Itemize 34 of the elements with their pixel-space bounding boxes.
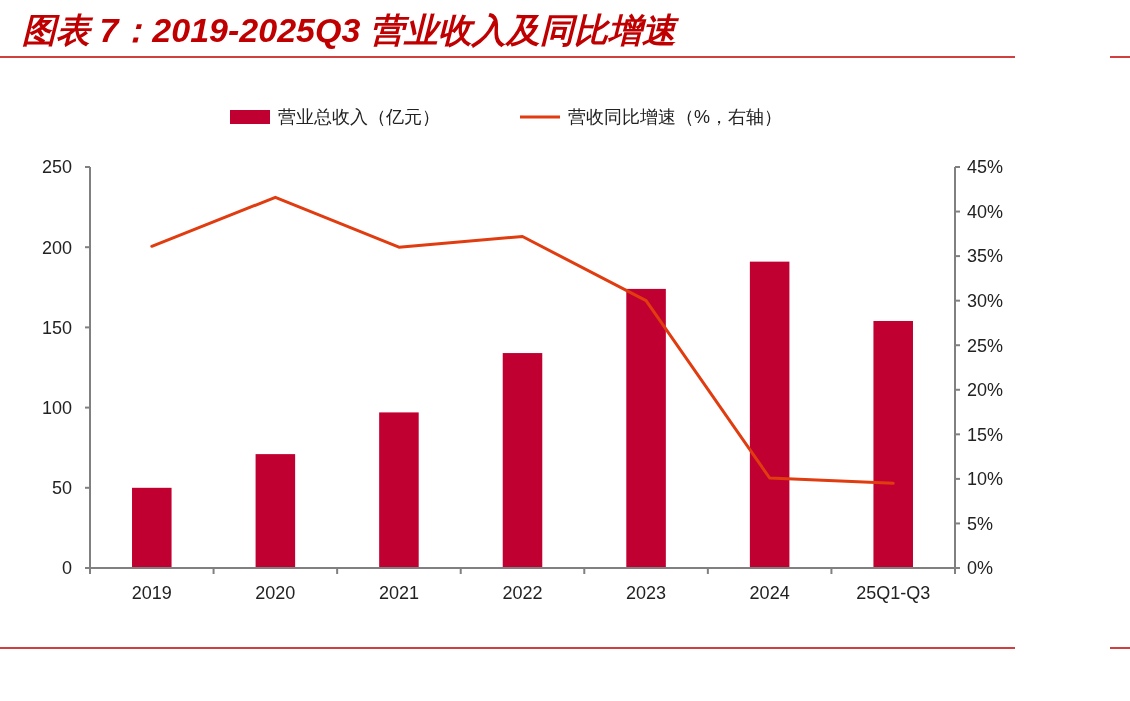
- y2-tick-label: 25%: [967, 335, 1004, 356]
- y-tick-label: 100: [41, 397, 72, 418]
- y2-tick-label: 0%: [967, 558, 994, 579]
- legend-label: 营业总收入（亿元）: [278, 107, 440, 128]
- x-tick-label: 2024: [749, 583, 790, 603]
- y2-tick-label: 15%: [967, 424, 1004, 445]
- y-tick-label: 200: [41, 237, 72, 258]
- x-tick-label: 2020: [255, 583, 296, 603]
- x-tick-label: 25Q1-Q3: [856, 583, 931, 603]
- y2-tick-label: 30%: [967, 290, 1004, 311]
- bar: [873, 320, 913, 568]
- bar: [626, 288, 666, 568]
- y-tick-label: 50: [51, 478, 72, 499]
- x-tick-label: 2021: [378, 583, 419, 603]
- y2-tick-label: 5%: [967, 513, 994, 534]
- y-tick-label: 250: [41, 157, 72, 178]
- y2-tick-label: 10%: [967, 469, 1004, 490]
- y2-tick-label: 20%: [967, 380, 1004, 401]
- y-tick-label: 0: [61, 558, 72, 579]
- y2-tick-label: 35%: [967, 246, 1004, 267]
- x-tick-label: 2019: [131, 583, 172, 603]
- bar: [132, 487, 172, 568]
- bar: [255, 454, 296, 568]
- line-series: [150, 195, 895, 485]
- bar: [749, 261, 790, 568]
- bar: [379, 412, 419, 568]
- y-tick-label: 150: [41, 317, 72, 338]
- legend-label: 营收同比增速（%，右轴）: [568, 107, 783, 128]
- y2-tick-label: 45%: [967, 157, 1004, 178]
- x-tick-label: 2022: [502, 583, 543, 603]
- y2-tick-label: 40%: [967, 201, 1004, 222]
- chart-title: 图表 7：2019-2025Q3 营业收入及同比增速: [22, 11, 680, 49]
- x-tick-label: 2023: [626, 583, 667, 603]
- bar: [502, 353, 543, 568]
